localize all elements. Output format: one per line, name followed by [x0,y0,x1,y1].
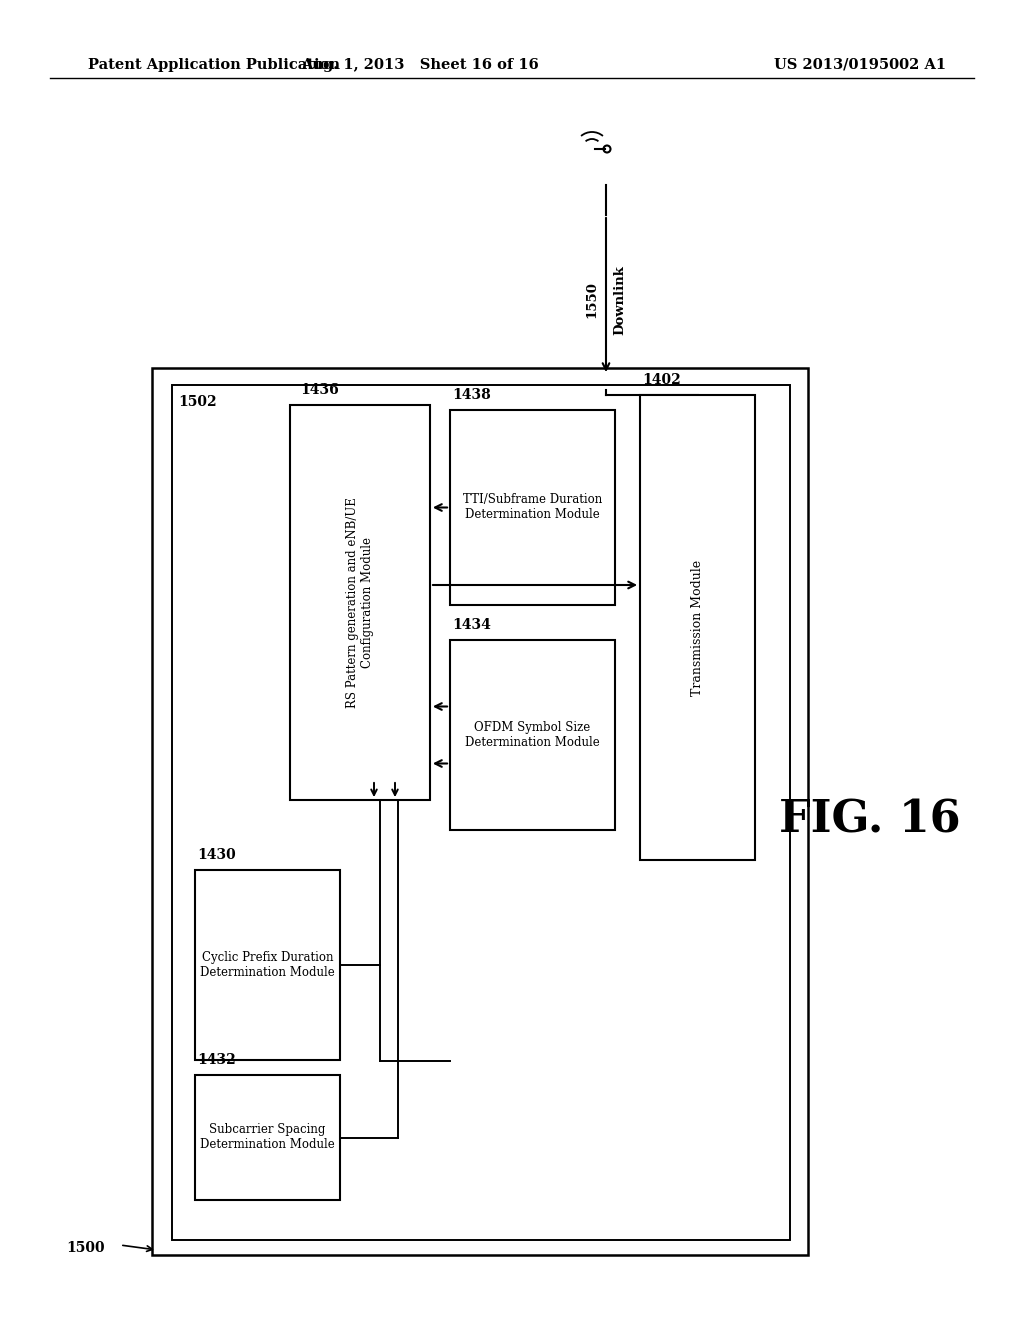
Text: 1436: 1436 [300,383,339,397]
Bar [195,1074,340,1200]
Bar [640,395,755,861]
Bar [195,870,340,1060]
Text: Downlink: Downlink [613,265,627,335]
Text: Aug. 1, 2013   Sheet 16 of 16: Aug. 1, 2013 Sheet 16 of 16 [301,58,539,73]
Bar [290,405,430,800]
Bar [450,640,615,830]
Text: OFDM Symbol Size
Determination Module: OFDM Symbol Size Determination Module [465,721,600,748]
Text: Cyclic Prefix Duration
Determination Module: Cyclic Prefix Duration Determination Mod… [200,950,335,979]
Text: US 2013/0195002 A1: US 2013/0195002 A1 [774,58,946,73]
Text: 1402: 1402 [642,374,681,387]
Text: 1432: 1432 [197,1053,236,1067]
Text: 1500: 1500 [67,1241,105,1255]
Text: TTI/Subframe Duration
Determination Module: TTI/Subframe Duration Determination Modu… [463,494,602,521]
Bar [172,385,790,1239]
Text: FIG. 16: FIG. 16 [779,799,961,842]
Text: 1502: 1502 [178,395,217,409]
Text: RS Pattern generation and eNB/UE
Configuration Module: RS Pattern generation and eNB/UE Configu… [346,498,374,708]
Text: Patent Application Publication: Patent Application Publication [88,58,340,73]
Text: 1434: 1434 [452,618,490,632]
Text: Subcarrier Spacing
Determination Module: Subcarrier Spacing Determination Module [200,1123,335,1151]
Text: 1438: 1438 [452,388,490,403]
Bar [450,411,615,605]
Text: Transmission Module: Transmission Module [691,560,705,696]
Bar [152,368,808,1255]
Text: 1550: 1550 [586,281,598,318]
Text: 1430: 1430 [197,847,236,862]
